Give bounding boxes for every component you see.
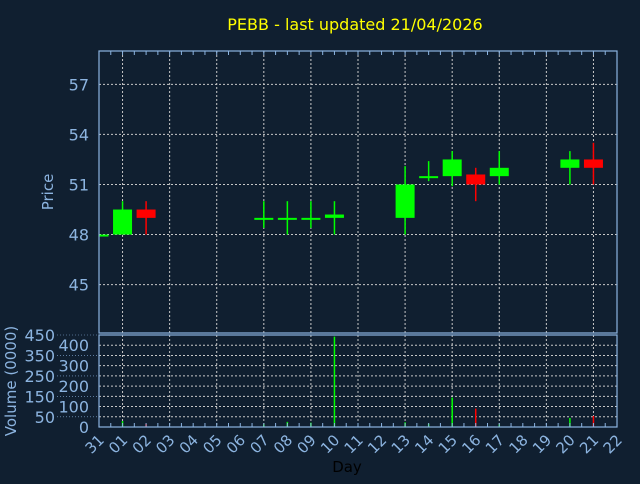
candle-body-31	[99, 234, 109, 237]
volume-tick-label: 150	[24, 387, 55, 406]
day-tick-label: 11	[341, 431, 367, 457]
day-tick-label: 22	[600, 431, 626, 457]
candle-body-20	[560, 159, 580, 168]
day-tick-label: 20	[553, 431, 579, 457]
volume-tick-label: 200	[58, 377, 89, 396]
volume-tick-label: 50	[35, 408, 55, 427]
price-tick-label: 48	[69, 226, 89, 245]
candle-body-14	[419, 176, 439, 179]
candle-body-01	[113, 209, 133, 235]
volume-tick-label: 100	[58, 398, 89, 417]
candle-body-07	[254, 217, 274, 220]
candle-body-10	[324, 214, 344, 218]
day-tick-label: 13	[388, 431, 414, 457]
price-tick-label: 54	[69, 125, 89, 144]
candle-body-16	[466, 174, 486, 185]
day-tick-label: 02	[129, 431, 155, 457]
day-tick-label: 09	[294, 431, 320, 457]
day-tick-label: 03	[152, 431, 178, 457]
volume-axis-label: Volume (0000)	[2, 326, 20, 436]
volume-grid	[99, 334, 617, 427]
chart-title: PEBB - last updated 21/04/2026	[227, 15, 482, 34]
day-tick-label: 18	[505, 431, 531, 457]
volume-tick-label: 400	[58, 336, 89, 355]
candle-body-21	[583, 159, 603, 168]
day-tick-label: 21	[576, 431, 602, 457]
price-axis-label: Price	[39, 174, 57, 211]
day-tick-label: 07	[246, 431, 272, 457]
candle-body-13	[395, 184, 415, 218]
price-tick-label: 45	[69, 276, 89, 295]
price-tick-label: 57	[69, 75, 89, 94]
day-tick-label: 01	[105, 431, 131, 457]
day-tick-label: 05	[199, 431, 225, 457]
day-tick-label: 15	[435, 431, 461, 457]
candle-body-09	[301, 217, 321, 220]
volume-tick-label: 250	[24, 367, 55, 386]
day-tick-label: 14	[411, 431, 437, 457]
volume-tick-label: 0	[79, 418, 89, 437]
day-tick-label: 19	[529, 431, 555, 457]
price-tick-label: 51	[69, 175, 89, 194]
day-tick-label: 17	[482, 431, 508, 457]
candle-body-15	[442, 159, 462, 177]
price-grid	[99, 51, 617, 333]
day-tick-label: 12	[364, 431, 390, 457]
day-tick-label: 08	[270, 431, 296, 457]
candle-body-02	[136, 209, 156, 218]
day-tick-label: 10	[317, 431, 343, 457]
volume-tick-label: 350	[24, 346, 55, 365]
volume-tick-label: 450	[24, 326, 55, 345]
day-axis-label: Day	[332, 458, 362, 476]
volume-bars	[121, 336, 595, 427]
candle-body-17	[489, 167, 509, 177]
day-tick-label: 06	[223, 431, 249, 457]
candle-body-08	[277, 217, 297, 220]
day-tick-label: 16	[458, 431, 484, 457]
volume-tick-label: 300	[58, 357, 89, 376]
day-tick-label: 04	[176, 431, 202, 457]
candles	[99, 142, 603, 237]
